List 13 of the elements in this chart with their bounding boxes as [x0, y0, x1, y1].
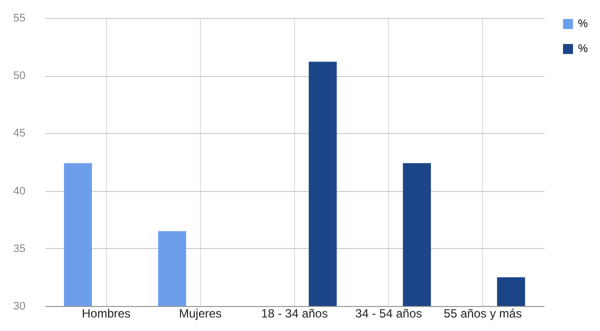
x-tick-label: Hombres — [82, 306, 131, 320]
x-tick-label: 55 años y más — [444, 306, 522, 320]
y-tick-label: 45 — [13, 128, 26, 140]
y-tick-label: 30 — [13, 300, 26, 312]
y-tick-label: 50 — [13, 70, 26, 82]
y-tick-label: 40 — [13, 185, 26, 198]
legend-label: % — [578, 43, 588, 55]
y-tick-label: 55 — [13, 12, 26, 24]
legend-label: % — [578, 18, 588, 30]
y-tick-label: 35 — [13, 242, 26, 255]
x-tick-label: 18 - 34 años — [261, 306, 328, 320]
x-tick-label: Mujeres — [179, 306, 222, 320]
x-tick-label: 34 - 54 años — [355, 306, 422, 320]
